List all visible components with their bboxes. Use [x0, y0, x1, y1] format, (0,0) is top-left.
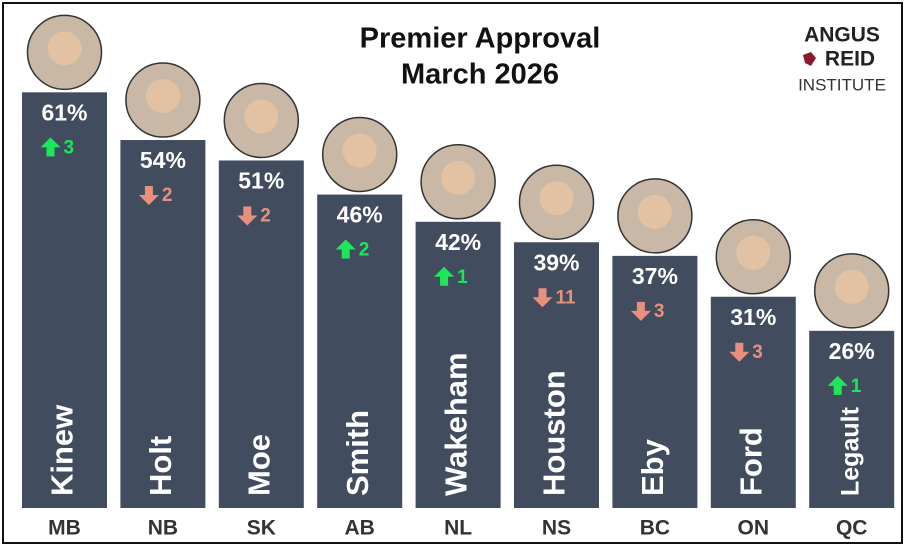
change-label: 1 [457, 267, 468, 288]
value-label: 37% [632, 263, 678, 289]
premier-photo-face [540, 181, 574, 215]
change-label: 2 [359, 240, 370, 261]
value-label: 46% [337, 202, 383, 228]
x-tick-label: ON [738, 517, 770, 540]
change-label: 11 [556, 287, 577, 308]
x-tick-label: SK [247, 517, 276, 540]
premier-name: Houston [537, 370, 572, 496]
premier-photo-face [835, 270, 869, 304]
logo-text: ANGUS [804, 24, 880, 47]
premier-photo-face [48, 31, 82, 65]
chart-subtitle: March 2026 [401, 59, 559, 91]
premier-photo-face [343, 134, 377, 168]
value-label: 61% [41, 99, 87, 125]
x-tick-label: MB [48, 517, 81, 540]
x-tick-label: AB [345, 517, 375, 540]
chart: Premier Approval March 2026 ANGUS REID I… [0, 0, 906, 547]
value-label: 51% [238, 168, 284, 194]
x-tick-label: NS [542, 517, 571, 540]
chart-title: Premier Approval [360, 23, 601, 55]
change-label: 3 [752, 342, 763, 363]
logo-text: INSTITUTE [798, 75, 886, 94]
logo-text: REID [825, 48, 875, 71]
change-label: 2 [260, 205, 271, 226]
premier-name: Ford [733, 427, 768, 496]
premier-photo-face [736, 236, 770, 270]
premier-photo-face [638, 195, 672, 229]
premier-name: Smith [340, 410, 375, 496]
premier-photo-face [244, 99, 278, 133]
premier-name: Kinew [45, 404, 80, 496]
x-tick-label: QC [836, 517, 868, 540]
x-tick-label: NB [148, 517, 178, 540]
value-label: 42% [435, 229, 481, 255]
change-label: 1 [851, 376, 862, 397]
premier-name: Holt [143, 436, 178, 496]
x-tick-label: BC [640, 517, 670, 540]
value-label: 26% [829, 338, 875, 364]
premier-photo-face [441, 161, 475, 195]
value-label: 31% [730, 304, 776, 330]
x-tick-label: NL [444, 517, 472, 540]
change-label: 3 [654, 301, 665, 322]
premier-name: Wakeham [438, 352, 473, 496]
premier-name: Moe [241, 434, 276, 496]
premier-photo-face [146, 79, 180, 113]
premier-name: Legault [836, 406, 864, 496]
value-label: 54% [140, 147, 186, 173]
premier-name: Eby [635, 438, 670, 496]
change-label: 2 [162, 185, 173, 206]
change-label: 3 [64, 137, 75, 158]
value-label: 39% [533, 249, 579, 275]
